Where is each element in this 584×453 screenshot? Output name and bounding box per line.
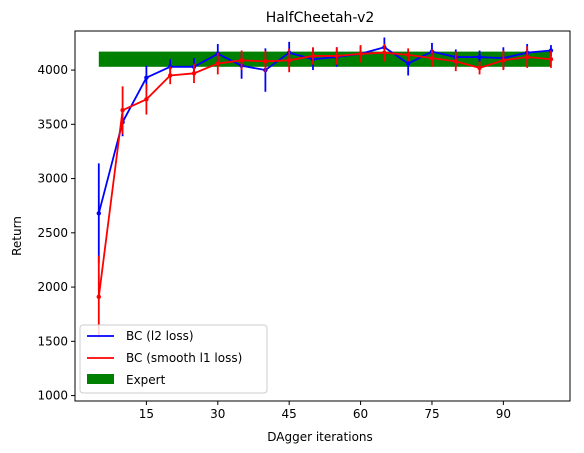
x-axis-label: DAgger iterations [267,430,373,444]
point-smooth-l1 [310,53,316,59]
point-smooth-l1 [382,50,387,55]
point-smooth-l1 [96,294,101,300]
y-ticks: 1000 1500 2000 2500 3000 3500 4000 [37,63,75,403]
y-tick-label: 3500 [37,117,68,131]
x-tick-label: 75 [424,407,439,421]
series-layer [96,37,554,339]
x-ticks: 15 30 45 60 75 90 [139,401,511,421]
point-l2 [477,54,482,60]
point-smooth-l1 [263,59,268,64]
y-tick-label: 3000 [37,172,68,186]
point-smooth-l1 [286,58,292,63]
chart-title: HalfCheetah-v2 [266,10,375,26]
series-l2 [96,37,554,264]
point-smooth-l1 [405,52,411,58]
y-tick-label: 4000 [37,63,68,77]
point-smooth-l1 [215,61,220,66]
point-smooth-l1 [144,97,149,102]
x-tick-label: 30 [210,407,225,421]
expert-band-layer [98,51,551,67]
point-l2 [144,75,149,80]
point-smooth-l1 [239,58,244,63]
point-smooth-l1 [191,71,197,76]
expert-band [98,51,551,67]
point-smooth-l1 [358,51,363,56]
series-smooth-l1 [96,44,554,339]
point-smooth-l1 [167,73,173,78]
series-line-smooth-l1 [97,51,552,297]
point-smooth-l1 [120,108,125,113]
point-smooth-l1 [548,57,554,62]
point-smooth-l1 [429,55,435,61]
legend-swatch-expert [87,374,114,384]
legend-frame [79,324,268,394]
x-tick-label: 15 [139,407,154,421]
y-tick-label: 1500 [37,334,68,348]
point-smooth-l1 [524,54,530,60]
point-l2 [405,61,411,66]
y-tick-label: 2500 [37,226,68,240]
legend-label-l2: BC (l2 loss) [126,329,194,343]
point-smooth-l1 [334,53,339,59]
series-line-l2 [97,46,552,214]
x-tick-label: 90 [496,407,511,421]
y-axis-label: Return [10,216,24,256]
point-smooth-l1 [501,58,506,63]
point-l2 [96,211,101,216]
legend-label-expert: Expert [126,373,166,387]
point-smooth-l1 [477,65,482,71]
legend-label-smooth-l1: BC (smooth l1 loss) [126,351,242,365]
legend: BC (l2 loss) BC (smooth l1 loss) Expert [79,324,268,394]
plot-frame [74,30,571,402]
x-tick-label: 60 [353,407,368,421]
y-tick-label: 2000 [37,280,68,294]
x-tick-label: 45 [282,407,297,421]
y-tick-label: 1000 [37,389,68,403]
point-smooth-l1 [453,59,458,64]
